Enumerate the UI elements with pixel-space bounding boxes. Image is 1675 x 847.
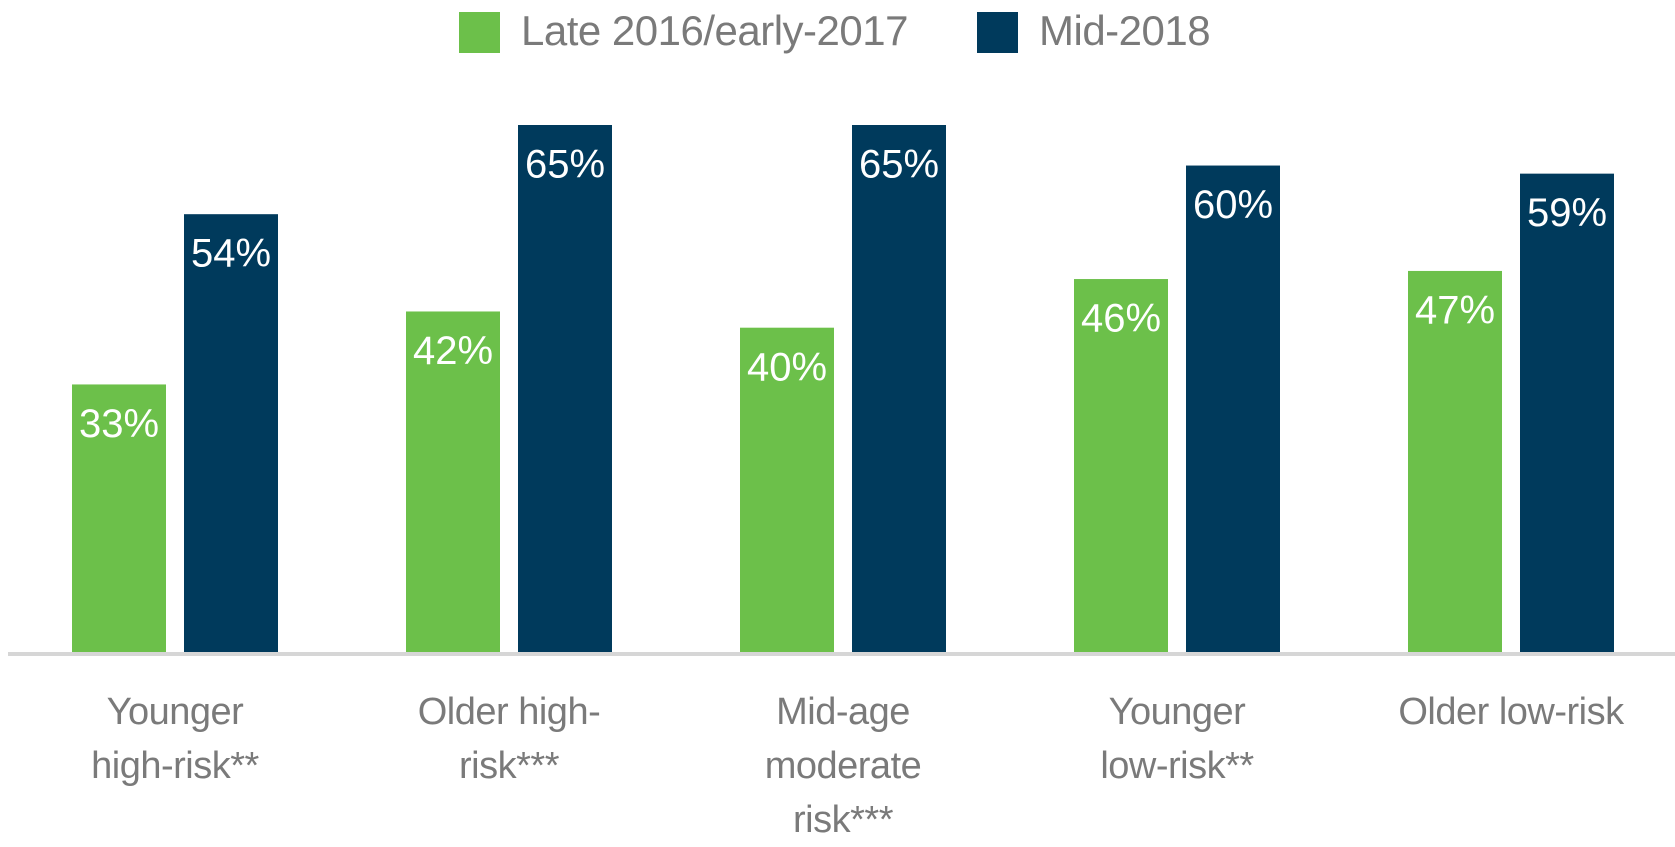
legend-swatch bbox=[459, 12, 500, 53]
data-label: 59% bbox=[1527, 191, 1607, 235]
data-label: 40% bbox=[747, 345, 827, 389]
data-label: 33% bbox=[79, 402, 159, 446]
legend-label: Late 2016/early-2017 bbox=[521, 7, 908, 54]
bar bbox=[518, 125, 612, 652]
data-label: 54% bbox=[191, 232, 271, 276]
bar bbox=[184, 214, 278, 652]
x-tick-label: Older low-risk bbox=[1398, 691, 1624, 733]
bar bbox=[1074, 279, 1168, 652]
bar bbox=[406, 311, 500, 652]
x-tick-label: Mid-age moderate risk*** bbox=[764, 691, 922, 841]
bar bbox=[740, 327, 834, 652]
bar bbox=[1520, 173, 1614, 652]
bar bbox=[852, 125, 946, 652]
data-label: 42% bbox=[413, 329, 493, 373]
data-label: 65% bbox=[859, 143, 939, 187]
bar bbox=[1186, 165, 1280, 653]
data-label: 65% bbox=[525, 143, 605, 187]
data-label: 60% bbox=[1193, 183, 1273, 227]
x-tick-label: Younger low-risk** bbox=[1100, 691, 1254, 787]
legend-swatch bbox=[977, 12, 1018, 53]
bar bbox=[1408, 270, 1502, 652]
data-label: 46% bbox=[1081, 297, 1161, 341]
legend-label: Mid-2018 bbox=[1039, 7, 1210, 54]
bar bbox=[72, 384, 166, 652]
x-tick-label: Younger high-risk** bbox=[91, 691, 259, 787]
x-tick-label: Older high-risk*** bbox=[417, 691, 601, 787]
data-label: 47% bbox=[1415, 289, 1495, 333]
